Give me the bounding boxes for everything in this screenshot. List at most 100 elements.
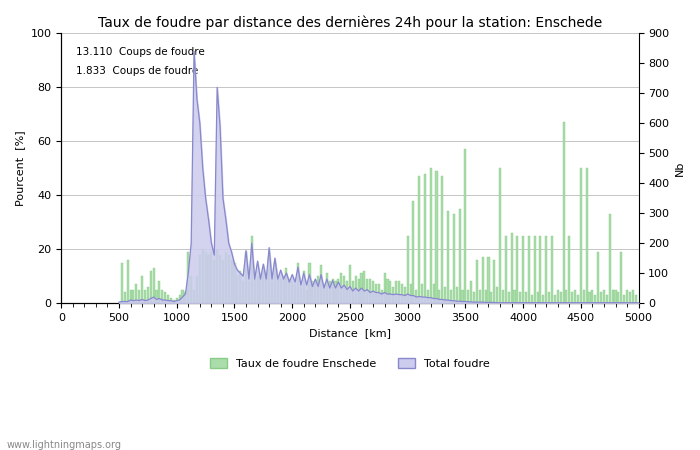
Bar	[237, 276, 239, 303]
Bar	[484, 289, 486, 303]
Bar	[219, 255, 221, 303]
Bar	[358, 279, 360, 303]
Bar	[589, 292, 591, 303]
Bar	[276, 276, 279, 303]
Bar	[242, 281, 244, 303]
Text: 13.110  Coups de foudre: 13.110 Coups de foudre	[76, 47, 204, 57]
Bar	[479, 289, 481, 303]
Bar	[222, 260, 224, 303]
Bar	[597, 252, 599, 303]
Bar	[164, 292, 166, 303]
Bar	[309, 263, 311, 303]
Bar	[283, 276, 285, 303]
Bar	[190, 276, 192, 303]
Bar	[548, 292, 550, 303]
Bar	[505, 236, 507, 303]
Bar	[335, 281, 337, 303]
Bar	[225, 252, 227, 303]
Bar	[404, 287, 406, 303]
Bar	[513, 289, 515, 303]
Bar	[187, 252, 189, 303]
Bar	[262, 268, 265, 303]
X-axis label: Distance  [km]: Distance [km]	[309, 328, 391, 338]
Bar	[233, 263, 235, 303]
Bar	[199, 255, 201, 303]
Bar	[473, 292, 475, 303]
Bar	[268, 257, 270, 303]
Bar	[167, 295, 169, 303]
Bar	[617, 292, 620, 303]
Bar	[124, 292, 126, 303]
Bar	[528, 236, 530, 303]
Bar	[297, 263, 299, 303]
Bar	[476, 260, 478, 303]
Bar	[184, 292, 186, 303]
Bar	[291, 281, 293, 303]
Bar	[609, 214, 611, 303]
Bar	[415, 289, 417, 303]
Bar	[260, 279, 262, 303]
Bar	[433, 284, 435, 303]
Bar	[155, 289, 158, 303]
Text: www.lightningmaps.org: www.lightningmaps.org	[7, 440, 122, 450]
Bar	[138, 289, 140, 303]
Bar	[566, 289, 568, 303]
Bar	[228, 255, 230, 303]
Bar	[580, 168, 582, 303]
Bar	[502, 289, 504, 303]
Bar	[522, 236, 524, 303]
Y-axis label: Nb: Nb	[675, 161, 685, 176]
Bar	[286, 268, 288, 303]
Bar	[366, 279, 368, 303]
Bar	[551, 236, 553, 303]
Bar	[563, 122, 565, 303]
Bar	[559, 292, 561, 303]
Bar	[430, 168, 432, 303]
Bar	[360, 274, 363, 303]
Bar	[170, 297, 172, 303]
Bar	[603, 289, 605, 303]
Bar	[176, 297, 178, 303]
Bar	[193, 289, 195, 303]
Y-axis label: Pourcent  [%]: Pourcent [%]	[15, 130, 25, 206]
Bar	[317, 276, 319, 303]
Bar	[389, 281, 391, 303]
Bar	[444, 287, 446, 303]
Bar	[427, 289, 429, 303]
Bar	[271, 281, 273, 303]
Bar	[412, 201, 414, 303]
Bar	[150, 271, 152, 303]
Bar	[181, 289, 183, 303]
Bar	[407, 236, 409, 303]
Bar	[556, 289, 559, 303]
Bar	[540, 236, 542, 303]
Bar	[256, 276, 258, 303]
Bar	[294, 284, 296, 303]
Bar	[135, 284, 137, 303]
Bar	[355, 276, 357, 303]
Bar	[300, 287, 302, 303]
Bar	[470, 281, 473, 303]
Bar	[508, 292, 510, 303]
Bar	[456, 287, 458, 303]
Bar	[288, 279, 290, 303]
Bar	[378, 284, 380, 303]
Bar	[372, 281, 374, 303]
Bar	[375, 284, 377, 303]
Bar	[346, 281, 348, 303]
Bar	[173, 300, 175, 303]
Bar	[158, 281, 160, 303]
Bar	[392, 287, 394, 303]
Bar	[314, 281, 316, 303]
Bar	[214, 260, 216, 303]
Bar	[612, 289, 614, 303]
Bar	[461, 289, 463, 303]
Bar	[531, 295, 533, 303]
Bar	[398, 281, 400, 303]
Bar	[594, 295, 596, 303]
Bar	[202, 249, 204, 303]
Bar	[204, 252, 206, 303]
Bar	[251, 236, 253, 303]
Bar	[141, 276, 143, 303]
Bar	[453, 214, 455, 303]
